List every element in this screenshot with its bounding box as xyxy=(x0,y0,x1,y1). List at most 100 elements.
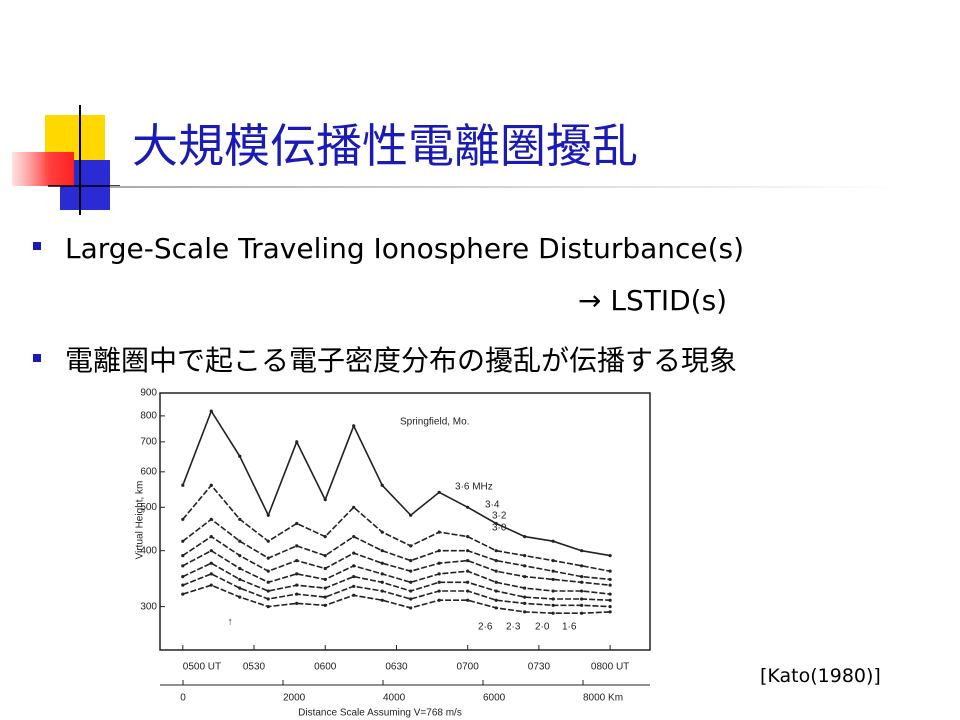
data-point xyxy=(181,483,185,487)
data-point xyxy=(238,539,242,543)
data-point xyxy=(409,513,413,517)
data-point xyxy=(466,598,470,602)
x-tick-label: 0630 xyxy=(385,662,408,673)
series-label: 3·0 xyxy=(492,523,507,534)
data-point xyxy=(209,517,213,521)
data-point xyxy=(523,553,527,558)
data-point xyxy=(295,559,299,563)
data-point xyxy=(323,586,327,590)
data-point xyxy=(466,580,470,584)
y-axis-label: Virtual Height, km xyxy=(135,481,146,560)
data-point xyxy=(209,535,213,539)
series-label: 3·4 xyxy=(485,500,500,511)
data-point xyxy=(295,521,299,526)
data-point xyxy=(323,566,327,571)
data-point xyxy=(580,589,584,593)
data-point xyxy=(523,610,527,614)
data-point xyxy=(181,539,185,543)
data-point xyxy=(409,544,413,548)
data-point xyxy=(266,513,270,517)
data-point xyxy=(580,603,584,607)
data-point xyxy=(181,575,185,579)
bullet xyxy=(33,354,41,362)
data-point xyxy=(551,569,555,573)
data-point xyxy=(238,577,242,582)
figure-title: Springfield, Mo. xyxy=(400,417,469,428)
x2-tick-label: 4000 xyxy=(383,693,406,704)
data-point xyxy=(494,580,498,584)
data-point xyxy=(181,583,185,587)
data-point xyxy=(380,561,384,565)
data-point xyxy=(352,505,356,509)
data-point xyxy=(380,549,384,553)
data-point xyxy=(551,559,555,563)
y-tick-label: 600 xyxy=(140,466,157,477)
data-point xyxy=(238,566,242,571)
data-point xyxy=(209,409,213,413)
data-point xyxy=(466,535,470,539)
figure: Virtual Height, km Springfield, Mo. ↑ Di… xyxy=(135,388,651,719)
x2-tick-label: 0 xyxy=(180,693,186,704)
data-point xyxy=(409,589,413,593)
data-point xyxy=(323,595,327,599)
series-line xyxy=(182,535,611,586)
data-point xyxy=(494,606,498,610)
data-point xyxy=(238,517,242,521)
data-point xyxy=(523,575,527,579)
data-point xyxy=(352,424,356,428)
data-point xyxy=(466,559,470,563)
data-point xyxy=(437,589,441,593)
data-point xyxy=(494,598,498,602)
x2-tick-label: 8000 Km xyxy=(583,693,623,704)
data-point xyxy=(494,589,498,593)
data-point xyxy=(209,483,213,487)
data-point xyxy=(437,580,441,584)
series-label: 1·6 xyxy=(562,622,577,633)
series-label: 3·2 xyxy=(492,511,507,522)
data-point xyxy=(380,572,384,576)
data-point xyxy=(209,583,213,587)
data-point xyxy=(551,597,555,601)
data-point xyxy=(523,595,527,599)
data-point xyxy=(523,535,527,539)
data-point xyxy=(323,498,327,502)
data-point xyxy=(295,592,299,596)
x2-tick-label: 6000 xyxy=(483,693,506,704)
data-point xyxy=(266,589,270,593)
data-point xyxy=(466,569,470,573)
x-tick-label: 0500 UT xyxy=(183,662,221,673)
data-point xyxy=(295,440,299,444)
data-point xyxy=(266,539,270,543)
y-tick-label: 900 xyxy=(140,388,157,399)
series-line xyxy=(182,549,611,595)
data-point xyxy=(323,553,327,558)
data-point xyxy=(352,584,356,588)
data-point xyxy=(409,580,413,584)
data-point xyxy=(352,535,356,539)
data-point xyxy=(181,517,185,521)
data-point xyxy=(437,598,441,602)
data-point xyxy=(608,592,612,596)
data-point xyxy=(323,603,327,607)
data-point xyxy=(352,593,356,597)
data-point xyxy=(380,598,384,602)
data-point xyxy=(608,598,612,602)
arrow-text: → LSTID(s) xyxy=(578,284,727,317)
data-point xyxy=(352,575,356,579)
x2-axis-label: Distance Scale Assuming V=768 m/s xyxy=(298,708,462,719)
data-point xyxy=(494,559,498,563)
series-label: 2·6 xyxy=(478,622,493,633)
series-label: 2·3 xyxy=(506,622,521,633)
data-point xyxy=(409,569,413,573)
data-point xyxy=(380,589,384,593)
x-tick-label: 0800 UT xyxy=(591,662,629,673)
data-point xyxy=(409,597,413,601)
data-point xyxy=(266,556,270,560)
data-point xyxy=(608,610,612,614)
series-line xyxy=(182,409,611,557)
bullet-text: Large-Scale Traveling Ionosphere Disturb… xyxy=(65,232,744,265)
data-point xyxy=(494,549,498,553)
plot-frame xyxy=(159,392,651,651)
data-point xyxy=(295,601,299,605)
